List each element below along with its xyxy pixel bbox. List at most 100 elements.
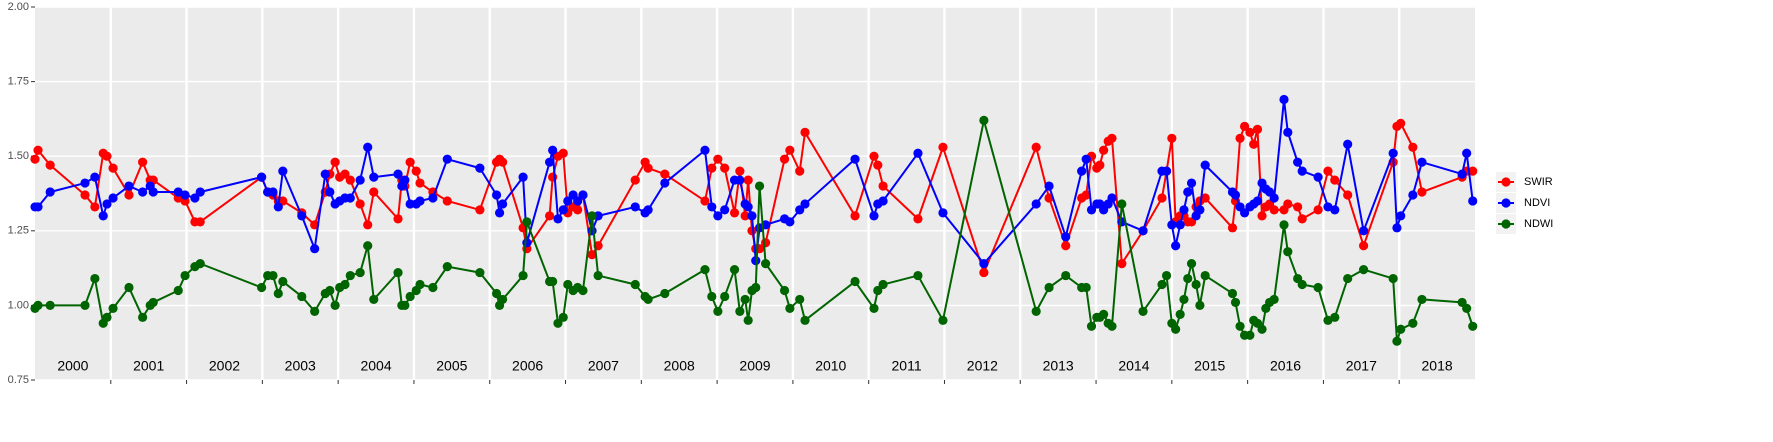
point (498, 294, 508, 305)
point (1408, 190, 1418, 200)
point (108, 163, 118, 173)
point (1195, 205, 1205, 215)
point (1293, 202, 1303, 212)
point (1031, 306, 1041, 316)
point (1107, 321, 1117, 331)
point (553, 318, 563, 328)
point (743, 175, 753, 185)
point (563, 279, 573, 290)
point (475, 163, 485, 173)
point (1417, 294, 1427, 305)
point (393, 267, 403, 278)
point (45, 300, 55, 310)
point (1396, 118, 1406, 128)
point (1095, 160, 1105, 170)
point (494, 208, 505, 218)
point (707, 163, 717, 173)
point (518, 270, 528, 281)
point (1061, 241, 1071, 251)
point (363, 142, 373, 152)
point (593, 270, 603, 281)
point (1468, 196, 1478, 206)
point (720, 291, 730, 302)
point (1161, 166, 1172, 176)
point (643, 205, 653, 215)
point (1279, 220, 1289, 230)
point (1183, 273, 1193, 284)
point (310, 244, 320, 254)
point (1257, 324, 1267, 334)
point (979, 259, 989, 269)
point (630, 279, 640, 290)
point (630, 175, 640, 185)
point (573, 205, 583, 215)
point (1249, 139, 1259, 149)
legend-dot (1501, 177, 1511, 187)
point (1107, 193, 1117, 203)
year-label: 2017 (1346, 358, 1377, 374)
point (411, 166, 421, 176)
point (498, 157, 508, 167)
point (442, 196, 452, 206)
point (1408, 142, 1418, 152)
point (1086, 321, 1097, 331)
point (33, 300, 43, 310)
point (785, 303, 795, 313)
point (1081, 190, 1091, 200)
point (1227, 288, 1238, 299)
legend-label: NDWI (1524, 218, 1553, 230)
point (257, 172, 267, 182)
point (1468, 166, 1478, 176)
point (1330, 175, 1340, 185)
point (369, 294, 379, 305)
point (558, 205, 568, 215)
point (80, 190, 90, 200)
point (1117, 259, 1127, 269)
point (913, 148, 923, 158)
point (1200, 270, 1210, 281)
point (1323, 166, 1333, 176)
year-label: 2015 (1194, 358, 1225, 374)
point (124, 181, 134, 191)
point (1077, 166, 1087, 176)
point (1283, 199, 1293, 209)
point (345, 193, 355, 203)
point (148, 187, 158, 197)
point (491, 288, 502, 299)
point (1240, 208, 1250, 218)
point (1171, 241, 1181, 251)
point (754, 181, 765, 191)
point (1235, 133, 1245, 143)
point (124, 282, 134, 293)
point (735, 306, 745, 316)
point (1099, 145, 1109, 155)
point (522, 238, 532, 248)
point (1358, 241, 1369, 251)
point (1117, 199, 1127, 209)
point (873, 285, 883, 296)
point (1191, 279, 1201, 290)
legend-dot (1501, 219, 1511, 229)
year-label: 2010 (815, 358, 846, 374)
point (1330, 312, 1340, 322)
point (795, 166, 805, 176)
year-label: 2018 (1422, 358, 1453, 374)
year-label: 2008 (664, 358, 695, 374)
point (761, 238, 771, 248)
point (878, 279, 888, 290)
point (369, 187, 379, 197)
point (1297, 279, 1307, 290)
point (700, 145, 710, 155)
year-label: 2011 (892, 358, 922, 374)
point (80, 178, 90, 188)
point (558, 148, 568, 158)
point (1343, 273, 1353, 284)
point (643, 294, 653, 305)
point (33, 145, 43, 155)
point (578, 285, 588, 296)
point (1279, 94, 1289, 105)
point (913, 214, 923, 224)
point (1235, 321, 1245, 331)
y-tick-label: 1.25 (8, 225, 29, 237)
point (869, 303, 879, 313)
